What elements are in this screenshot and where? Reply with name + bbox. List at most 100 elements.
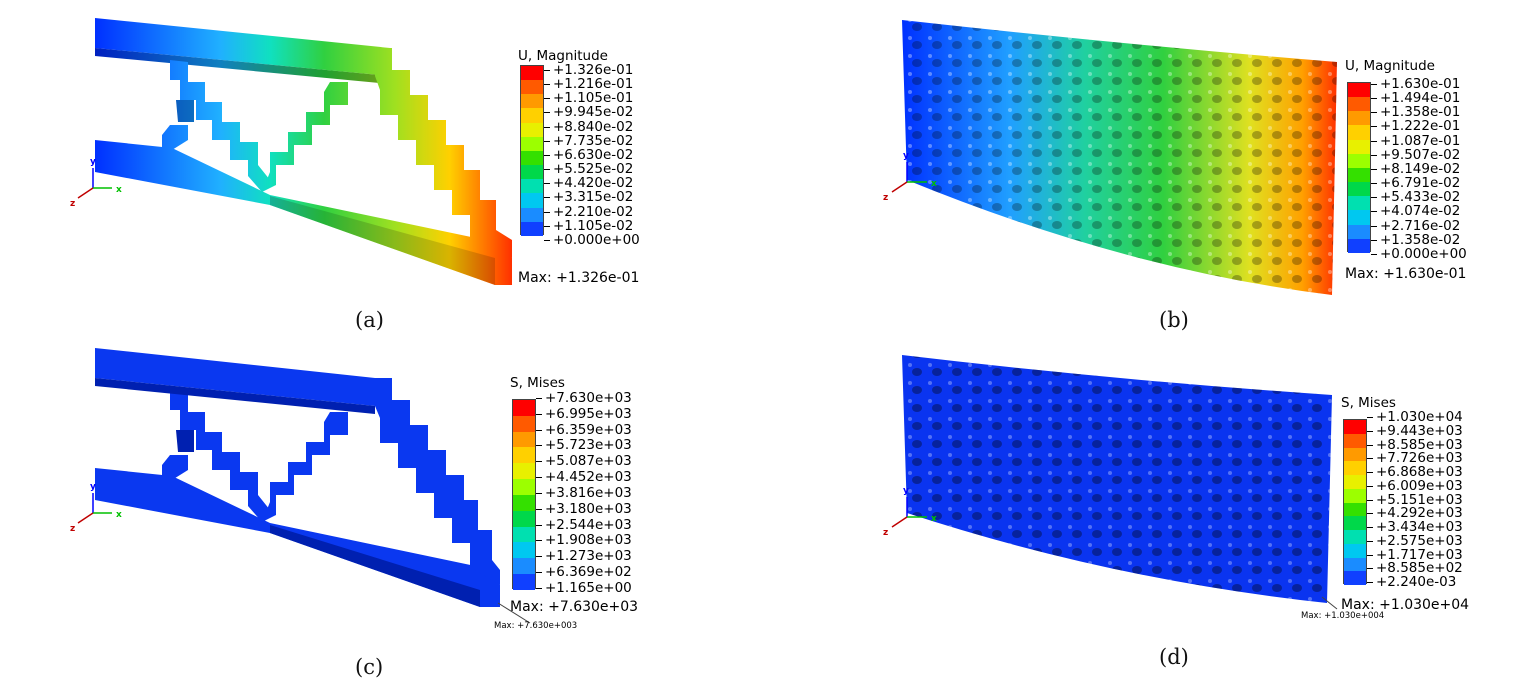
tick-text: +4.292e+03: [1376, 505, 1463, 522]
tick-text: +5.723e+03: [545, 437, 632, 454]
svg-text:x: x: [931, 514, 937, 524]
legend-tick-label: +6.868e+03: [1367, 465, 1463, 480]
legend-tick-label: +2.544e+03: [536, 518, 632, 535]
color-segment: [1348, 196, 1370, 211]
legend-title: U, Magnitude: [518, 48, 608, 64]
legend-tick-label: +8.149e-02: [1371, 162, 1460, 177]
max-marker-label: Max: +1.030e+004: [1301, 611, 1385, 621]
color-segment: [513, 479, 535, 495]
legend-tick-label: +2.240e-03: [1367, 574, 1457, 590]
color-segment: [1348, 97, 1370, 112]
tick-text: +1.358e-02: [1380, 231, 1461, 248]
color-segment: [521, 94, 543, 109]
legend-tick-label: +9.443e+03: [1367, 424, 1463, 439]
legend-tick-label: +9.945e-02: [544, 106, 633, 120]
legend-tick-label: +1.908e+03: [536, 534, 632, 550]
tick-text: +3.180e+03: [545, 500, 632, 517]
color-segment: [1344, 433, 1366, 448]
tick-text: +6.995e+03: [545, 405, 632, 422]
legend-max-label: Max: +1.326e-01: [518, 270, 640, 286]
color-segment: [1344, 571, 1366, 585]
legend-tick-label: +6.995e+03: [536, 407, 632, 424]
color-scale-bar: [1343, 419, 1367, 585]
tick-text: +1.030e+04: [1376, 409, 1463, 425]
color-segment: [513, 463, 535, 480]
legend-title: U, Magnitude: [1345, 58, 1435, 74]
legend-tick-label: +1.494e-01: [1371, 91, 1460, 106]
color-segment: [1348, 224, 1370, 239]
legend-tick-label: +1.358e-01: [1371, 104, 1461, 121]
legend-tick-label: +8.585e+02: [1367, 562, 1463, 576]
tick-text: +1.165e+00: [545, 579, 632, 596]
tick-text: +6.009e+03: [1376, 477, 1463, 494]
legend-tick-label: +2.716e-02: [1371, 219, 1460, 234]
legend-title: S, Mises: [510, 375, 565, 391]
color-segment: [521, 165, 543, 180]
color-segment: [521, 80, 543, 95]
legend-tick-label: +6.369e+02: [536, 565, 632, 582]
legend-tick-label: +6.359e+03: [536, 423, 632, 440]
color-segment: [1344, 516, 1366, 530]
tick-text: +2.544e+03: [545, 516, 632, 533]
color-segment: [1348, 153, 1370, 168]
panel-a: y x z U, Magnitude +1.326e-01 +1.216e-01 +…: [0, 0, 767, 345]
color-segment: [1348, 182, 1370, 197]
caption-d: (d): [1159, 645, 1189, 669]
color-segment: [513, 494, 535, 511]
color-segment: [513, 510, 535, 527]
legend-tick-label: +4.292e+03: [1367, 507, 1463, 521]
svg-text:y: y: [903, 151, 909, 161]
color-segment: [513, 526, 535, 543]
tick-text: +1.087e-01: [1380, 132, 1461, 149]
legend-tick-label: +2.575e+03: [1367, 534, 1463, 549]
tick-text: +2.240e-03: [1376, 574, 1457, 590]
legend-tick-label: +5.087e+03: [536, 455, 632, 471]
tick-text: +1.105e-02: [553, 217, 634, 234]
tick-text: +9.443e+03: [1376, 422, 1463, 439]
legend-tick-label: +1.358e-02: [1371, 231, 1461, 248]
svg-text:z: z: [70, 524, 75, 534]
color-segment: [1344, 447, 1366, 462]
svg-text:y: y: [903, 486, 909, 496]
legend-tick-label: +1.087e-01: [1371, 132, 1461, 149]
legend-ticks: +1.630e-01 +1.494e-01 +1.358e-01 +1.222e-01…: [1371, 76, 1467, 262]
tick-text: +8.585e+03: [1376, 436, 1463, 453]
panel-d: y x z S, Mises +1.030e+04 +9.443e+03 +8.58…: [767, 345, 1535, 690]
legend-tick-label: +5.151e+03: [1367, 493, 1463, 508]
caption-a: (a): [355, 308, 384, 332]
tick-text: +0.000e+00: [1380, 245, 1467, 262]
axis-triad-a: y x z: [70, 157, 122, 209]
svg-text:y: y: [90, 157, 96, 167]
legend-ticks: +7.630e+03 +6.995e+03 +6.359e+03 +5.723e+03…: [536, 391, 632, 598]
lattice-displacement-model: y x z: [883, 20, 1337, 295]
tick-text: +8.585e+02: [1376, 560, 1463, 577]
legend-tick-label: +8.585e+03: [1367, 438, 1463, 453]
tick-text: +4.452e+03: [545, 469, 632, 486]
panel-c: y x z S, Mises +7.630e+03 +6.995e+03 +6.35…: [0, 345, 767, 690]
caption-c: (c): [355, 655, 384, 679]
color-scale-bar: [1347, 82, 1371, 253]
color-segment: [521, 221, 543, 236]
tick-text: +5.087e+03: [545, 453, 632, 470]
tick-text: +1.630e-01: [1380, 76, 1461, 92]
tick-text: +6.369e+02: [545, 564, 632, 581]
legend-tick-label: +1.326e-01: [544, 62, 634, 78]
legend-tick-label: +5.723e+03: [536, 439, 632, 455]
legend-tick-label: +7.735e-02: [544, 134, 633, 149]
axis-triad-d: y x z: [883, 486, 937, 538]
legend-max-label: Max: +1.630e-01: [1345, 266, 1467, 282]
truss-stress-model: y x z: [70, 348, 531, 624]
color-segment: [521, 150, 543, 166]
tick-text: +1.717e+03: [1376, 546, 1463, 563]
tick-text: +6.630e-02: [553, 146, 634, 163]
legend-ticks: +1.030e+04 +9.443e+03 +8.585e+03 +7.726e+03…: [1367, 410, 1463, 590]
tick-text: +5.433e-02: [1380, 189, 1461, 206]
tick-text: +1.358e-01: [1380, 104, 1461, 121]
legend-tick-label: +1.630e-01: [1371, 76, 1461, 92]
color-segment: [513, 542, 535, 559]
tick-text: +1.326e-01: [553, 62, 634, 78]
legend-tick-label: +6.009e+03: [1367, 479, 1463, 494]
tick-text: +9.507e-02: [1380, 146, 1461, 163]
tick-text: +4.420e-02: [553, 175, 634, 192]
legend-tick-label: +3.816e+03: [536, 486, 632, 503]
